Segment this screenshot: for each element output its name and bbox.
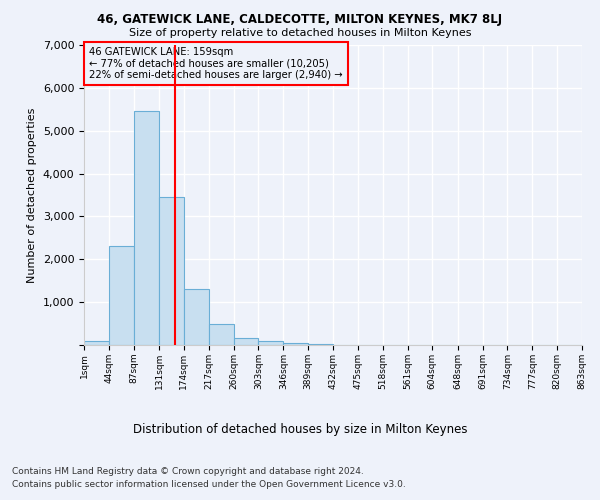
- Bar: [109, 246, 134, 345]
- Bar: [184, 290, 209, 345]
- Bar: [209, 324, 233, 345]
- Bar: [259, 340, 283, 345]
- Bar: [134, 112, 158, 345]
- Bar: [283, 343, 308, 345]
- Text: Contains public sector information licensed under the Open Government Licence v3: Contains public sector information licen…: [12, 480, 406, 489]
- Bar: [233, 338, 259, 345]
- Text: Size of property relative to detached houses in Milton Keynes: Size of property relative to detached ho…: [129, 28, 471, 38]
- Text: 46, GATEWICK LANE, CALDECOTTE, MILTON KEYNES, MK7 8LJ: 46, GATEWICK LANE, CALDECOTTE, MILTON KE…: [97, 12, 503, 26]
- Bar: [84, 340, 109, 345]
- Text: Distribution of detached houses by size in Milton Keynes: Distribution of detached houses by size …: [133, 422, 467, 436]
- Text: Contains HM Land Registry data © Crown copyright and database right 2024.: Contains HM Land Registry data © Crown c…: [12, 468, 364, 476]
- Y-axis label: Number of detached properties: Number of detached properties: [27, 108, 37, 282]
- Bar: [308, 344, 333, 345]
- Bar: [159, 197, 184, 345]
- Text: 46 GATEWICK LANE: 159sqm
← 77% of detached houses are smaller (10,205)
22% of se: 46 GATEWICK LANE: 159sqm ← 77% of detach…: [89, 46, 343, 80]
